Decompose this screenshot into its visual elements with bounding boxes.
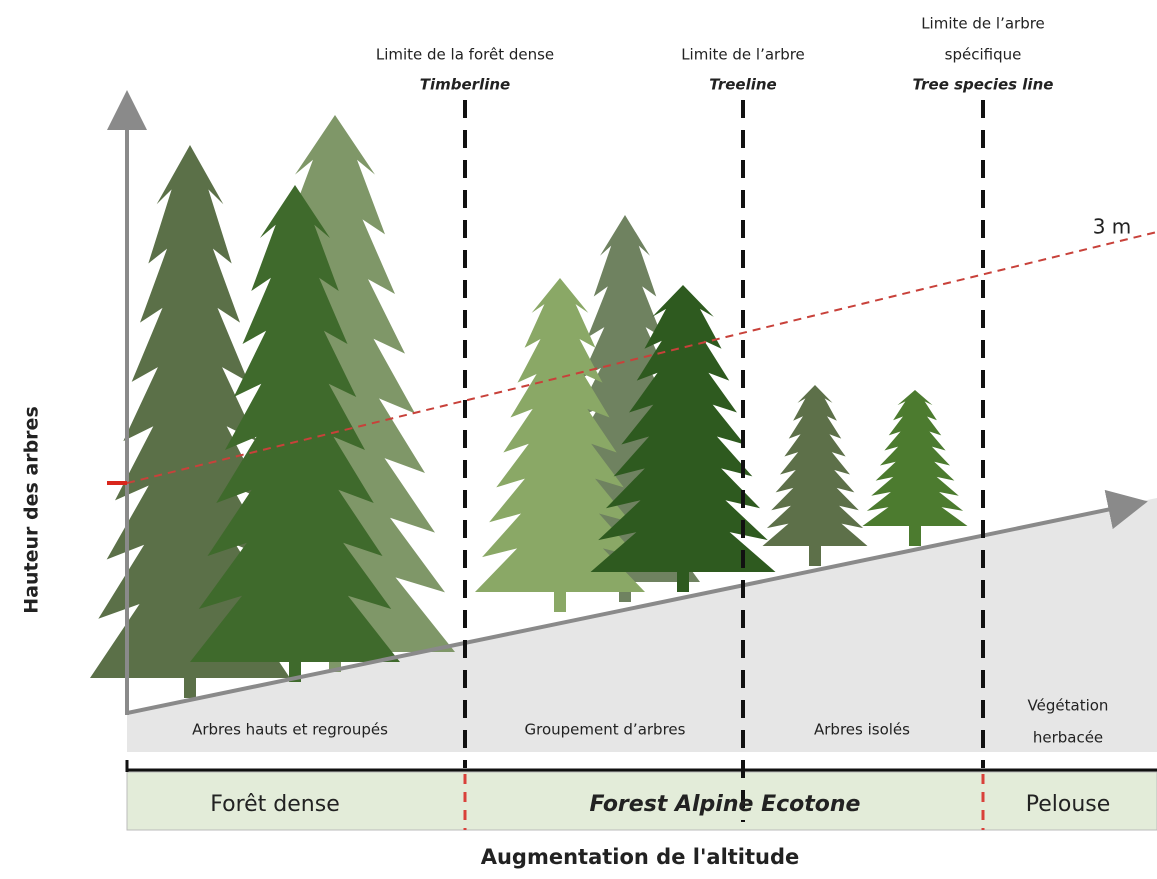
boundary-name: Limite de l’arbre: [921, 15, 1045, 33]
x-axis-label: Augmentation de l'altitude: [481, 845, 800, 869]
zone-label: Arbres hauts et regroupés: [192, 721, 388, 739]
diagram: Limite de la forêt dense Timberline Limi…: [0, 0, 1157, 879]
trunk: [184, 676, 196, 698]
height-label: 3 m: [1093, 215, 1132, 239]
canvas: Limite de la forêt dense Timberline Limi…: [0, 0, 1157, 879]
tree: [863, 390, 968, 526]
tree: [763, 385, 868, 546]
boundary-term: Tree species line: [913, 76, 1054, 94]
boundary-name: spécifique: [945, 46, 1022, 64]
zone-label: Végétation: [1028, 697, 1109, 715]
boundary-name: Limite de l’arbre: [681, 46, 805, 64]
zone-label: Groupement d’arbres: [525, 721, 686, 739]
band-label: Pelouse: [1026, 792, 1111, 817]
boundary-term: Timberline: [420, 76, 510, 94]
y-axis-label: Hauteur des arbres: [21, 406, 43, 614]
trunk: [809, 544, 821, 566]
band-label: Forest Alpine Ecotone: [590, 792, 861, 817]
boundary-term: Treeline: [709, 76, 776, 94]
trunk: [554, 590, 566, 612]
trunk: [909, 524, 921, 546]
trunk: [677, 570, 689, 592]
boundary-name: Limite de la forêt dense: [376, 46, 554, 64]
zone-label: herbacée: [1033, 729, 1103, 747]
zone-label: Arbres isolés: [814, 721, 910, 739]
band-label: Forêt dense: [210, 792, 340, 817]
